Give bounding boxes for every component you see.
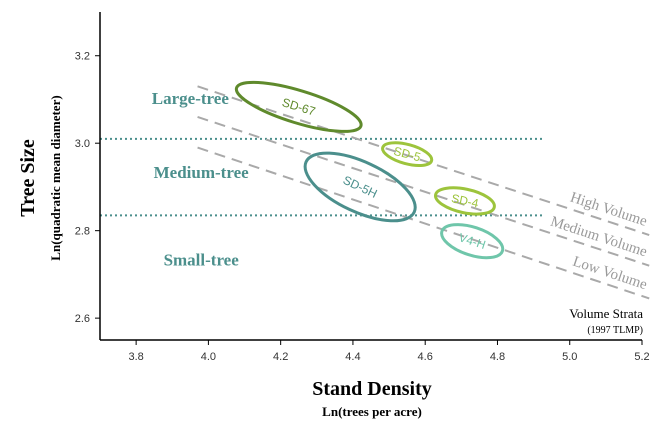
size-class-label: Small-tree — [164, 251, 240, 270]
cluster-group: SD-67 — [234, 80, 363, 133]
cluster-label: SD-4 — [450, 191, 480, 210]
x-tick-label: 5.0 — [562, 351, 577, 363]
y-tick-label: 3.2 — [75, 51, 90, 63]
volume-strata-subtitle: (1997 TLMP) — [587, 325, 643, 336]
axes — [99, 12, 642, 341]
x-tick-label: 4.0 — [201, 351, 216, 363]
x-tick-label: 3.8 — [128, 351, 143, 363]
x-tick-label: 5.2 — [634, 351, 649, 363]
y-axis-subtitle: Ln(quadratic mean diameter) — [48, 95, 63, 260]
volume-strata-title: Volume Strata — [569, 306, 643, 321]
y-tick-label: 2.8 — [75, 226, 90, 238]
x-axis-ticks: 3.8 4.0 4.2 4.4 4.6 4.8 5.0 5.2 — [128, 340, 650, 363]
y-tick-label: 3.0 — [75, 138, 90, 150]
x-tick-label: 4.4 — [345, 351, 360, 363]
volume-strata-line — [197, 146, 650, 300]
y-axis-title: Tree Size — [17, 139, 39, 217]
volume-strata-label: Low Volume — [571, 254, 650, 294]
cluster-group: SD-4 — [434, 186, 496, 216]
cluster-label: SD-5H — [341, 173, 380, 201]
cluster-ellipse — [303, 151, 417, 223]
cluster-group: SD-5 — [381, 141, 434, 168]
size-class-label: Medium-tree — [154, 163, 249, 182]
x-tick-label: 4.8 — [490, 351, 505, 363]
cluster-ellipse — [234, 80, 363, 133]
size-class-label: Large-tree — [152, 89, 230, 108]
x-tick-label: 4.6 — [418, 351, 433, 363]
x-axis-subtitle: Ln(trees per acre) — [322, 404, 422, 419]
volume-strata-line — [197, 85, 650, 236]
volume-strata-line — [197, 116, 650, 267]
y-axis-ticks: 2.6 2.8 3.0 3.2 — [75, 51, 100, 325]
cluster-ellipse — [440, 223, 505, 260]
x-axis-title: Stand Density — [312, 378, 431, 400]
cluster-ellipse — [434, 186, 496, 216]
cluster-group: V4-H — [440, 223, 505, 260]
x-tick-label: 4.2 — [273, 351, 288, 363]
cluster-label: V4-H — [457, 230, 487, 252]
cluster-ellipse — [381, 141, 434, 168]
y-tick-label: 2.6 — [75, 313, 90, 325]
cluster-label: SD-5 — [392, 144, 422, 165]
